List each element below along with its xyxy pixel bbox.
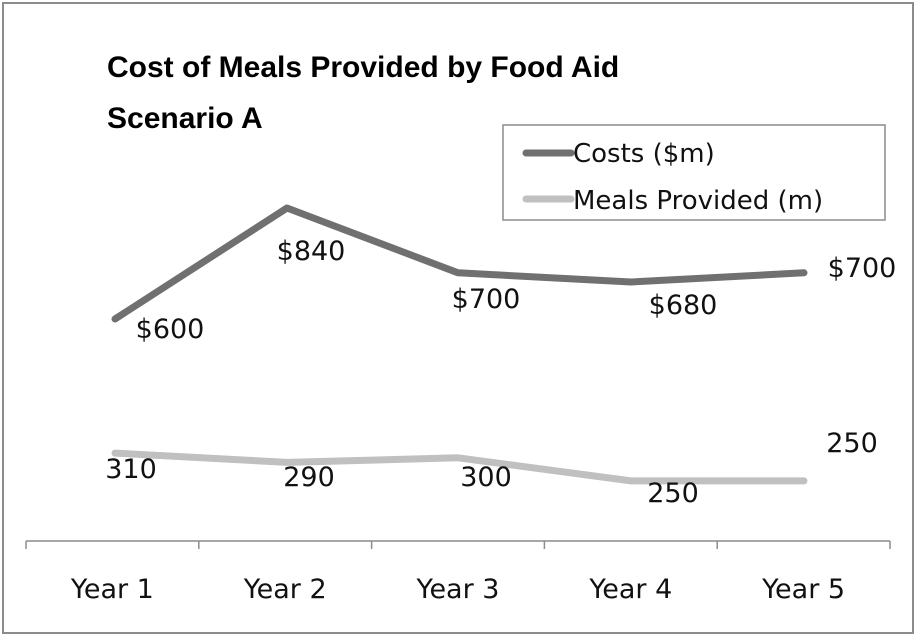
costs-data-label: $700 (452, 284, 521, 315)
costs-line (111, 204, 808, 323)
legend-label-meals: Meals Provided (m) (573, 186, 823, 216)
data-labels: $600 $840 $700 $680 $700 310 290 300 250 250 (105, 236, 896, 509)
legend-box (502, 124, 886, 221)
chart-frame (2, 2, 914, 634)
meals-data-label: 300 (460, 462, 512, 493)
x-tick-label: Year 4 (588, 574, 672, 605)
costs-data-label: $680 (649, 290, 718, 321)
x-tick-label: Year 2 (243, 574, 327, 605)
costs-data-label: $700 (828, 253, 897, 284)
costs-data-label: $600 (136, 314, 205, 345)
meals-data-label: 310 (105, 454, 157, 485)
x-tick-label: Year 3 (416, 574, 500, 605)
meals-data-label: 250 (647, 478, 699, 509)
meals-line (111, 449, 808, 485)
legend-label-costs: Costs ($m) (573, 139, 715, 169)
x-tick-label: Year 1 (70, 574, 154, 605)
x-axis: Year 1 Year 2 Year 3 Year 4 Year 5 (25, 540, 891, 605)
series-lines (111, 204, 808, 485)
legend: Costs ($m) Meals Provided (m) (502, 124, 886, 221)
costs-data-label: $840 (277, 236, 346, 267)
meals-data-label: 250 (826, 428, 878, 459)
chart-title: Cost of Meals Provided by Food Aid (107, 51, 619, 84)
x-tick-label: Year 5 (761, 574, 845, 605)
meals-data-label: 290 (283, 462, 335, 493)
chart-subtitle: Scenario A (107, 102, 263, 135)
